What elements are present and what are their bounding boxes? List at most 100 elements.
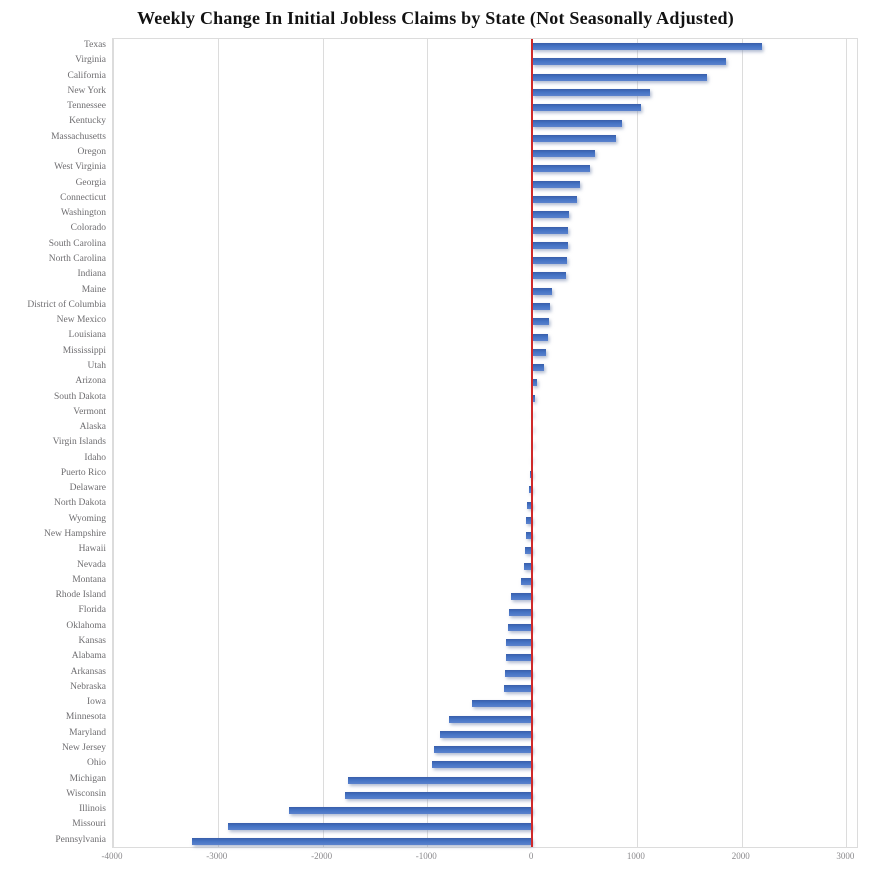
category-label-massachusetts: Massachusetts xyxy=(51,131,106,142)
bar-mississippi xyxy=(532,348,546,356)
category-label-utah: Utah xyxy=(87,360,106,371)
bar-iowa xyxy=(471,700,533,708)
bar-maine xyxy=(532,287,552,295)
bar-wyoming xyxy=(526,516,533,524)
category-label-oklahoma: Oklahoma xyxy=(66,620,106,631)
bar-arkansas xyxy=(505,669,533,677)
category-label-tennessee: Tennessee xyxy=(67,101,106,112)
category-label-vermont: Vermont xyxy=(73,406,106,417)
bar-minnesota xyxy=(449,715,533,723)
zero-axis-line xyxy=(531,39,534,847)
bar-oregon xyxy=(532,150,595,158)
category-label-puerto-rico: Puerto Rico xyxy=(60,467,106,478)
gridline--2000 xyxy=(322,39,324,847)
bar-hawaii xyxy=(525,547,533,555)
bar-south-carolina xyxy=(532,241,568,249)
category-label-new-jersey: New Jersey xyxy=(61,743,106,754)
category-label-virginia: Virginia xyxy=(75,55,106,66)
x-tick-label--2000: -2000 xyxy=(311,851,333,861)
bar-maryland xyxy=(439,730,533,738)
chart-title: Weekly Change In Initial Jobless Claims … xyxy=(137,8,734,28)
bar-nebraska xyxy=(504,685,533,693)
x-tick-label--1000: -1000 xyxy=(415,851,437,861)
bar-texas xyxy=(532,43,762,51)
bar-massachusetts xyxy=(532,134,616,142)
bar-rhode-island xyxy=(510,593,533,601)
category-label-idaho: Idaho xyxy=(84,452,106,463)
bar-oklahoma xyxy=(508,623,533,631)
bar-florida xyxy=(509,608,533,616)
category-label-washington: Washington xyxy=(60,208,106,219)
bar-new-mexico xyxy=(532,318,549,326)
x-tick-label-0: 0 xyxy=(528,851,534,861)
category-label-pennsylvania: Pennsylvania xyxy=(55,834,106,845)
bar-connecticut xyxy=(532,195,578,203)
bar-pennsylvania xyxy=(191,837,533,845)
category-label-south-dakota: South Dakota xyxy=(54,391,106,402)
category-label-colorado: Colorado xyxy=(70,223,106,234)
bar-north-carolina xyxy=(532,257,567,265)
category-label-delaware: Delaware xyxy=(69,483,106,494)
category-label-alaska: Alaska xyxy=(79,422,106,433)
bar-louisiana xyxy=(532,333,548,341)
category-label-wyoming: Wyoming xyxy=(68,513,106,524)
category-label-indiana: Indiana xyxy=(77,269,107,280)
category-label-west-virginia: West Virginia xyxy=(54,162,106,173)
category-label-mississippi: Mississippi xyxy=(62,345,106,356)
category-label-maryland: Maryland xyxy=(69,727,106,738)
x-axis-tick-labels: -4000 -3000 -2000 -1000 0 1000 2000 3000 xyxy=(102,851,858,865)
category-label-georgia: Georgia xyxy=(75,177,106,188)
category-label-michigan: Michigan xyxy=(69,773,106,784)
x-tick-label-2000: 2000 xyxy=(731,851,750,861)
category-label-wisconsin: Wisconsin xyxy=(66,788,106,799)
category-label-north-carolina: North Carolina xyxy=(48,253,106,264)
bar-arizona xyxy=(532,379,538,387)
bar-missouri xyxy=(227,822,533,830)
bar-district-of-columbia xyxy=(532,302,550,310)
category-label-new-mexico: New Mexico xyxy=(56,315,106,326)
x-tick-label-3000: 3000 xyxy=(836,851,855,861)
bar-nevada xyxy=(524,562,533,570)
bar-washington xyxy=(532,211,570,219)
category-label-texas: Texas xyxy=(83,40,106,50)
category-label-new-york: New York xyxy=(67,85,106,96)
bar-california xyxy=(532,73,708,81)
bar-illinois xyxy=(289,807,533,815)
category-label-illinois: Illinois xyxy=(79,804,106,815)
gridline--1000 xyxy=(427,39,429,847)
bar-virginia xyxy=(532,58,726,66)
category-label-arizona: Arizona xyxy=(75,376,106,387)
category-label-nevada: Nevada xyxy=(76,559,106,570)
x-tick-label--4000: -4000 xyxy=(101,851,123,861)
bar-georgia xyxy=(532,180,581,188)
plot-area xyxy=(112,38,858,848)
category-label-district-of-columbia: District of Columbia xyxy=(27,299,106,310)
gridline-3000 xyxy=(846,39,848,847)
bar-west-virginia xyxy=(532,165,590,173)
category-label-new-hampshire: New Hampshire xyxy=(44,529,106,540)
bar-kansas xyxy=(506,639,533,647)
bar-new-york xyxy=(532,88,651,96)
category-label-virgin-islands: Virgin Islands xyxy=(52,437,106,448)
category-label-south-carolina: South Carolina xyxy=(48,238,106,249)
category-label-alabama: Alabama xyxy=(71,651,106,662)
gridline-2000 xyxy=(741,39,743,847)
category-label-minnesota: Minnesota xyxy=(65,712,106,723)
bar-puerto-rico xyxy=(530,471,533,479)
bar-tennessee xyxy=(532,104,642,112)
category-label-nebraska: Nebraska xyxy=(70,681,106,692)
gridline-1000 xyxy=(636,39,638,847)
category-label-connecticut: Connecticut xyxy=(60,192,106,203)
category-label-hawaii: Hawaii xyxy=(78,544,106,555)
category-label-arkansas: Arkansas xyxy=(70,666,106,677)
bar-kentucky xyxy=(532,119,623,127)
category-label-oregon: Oregon xyxy=(77,146,107,157)
bar-colorado xyxy=(532,226,569,234)
bar-michigan xyxy=(347,776,533,784)
category-label-ohio: Ohio xyxy=(87,758,106,769)
category-label-kansas: Kansas xyxy=(78,636,106,647)
bar-new-jersey xyxy=(433,746,533,754)
category-label-montana: Montana xyxy=(72,574,106,585)
bar-wisconsin xyxy=(344,792,533,799)
